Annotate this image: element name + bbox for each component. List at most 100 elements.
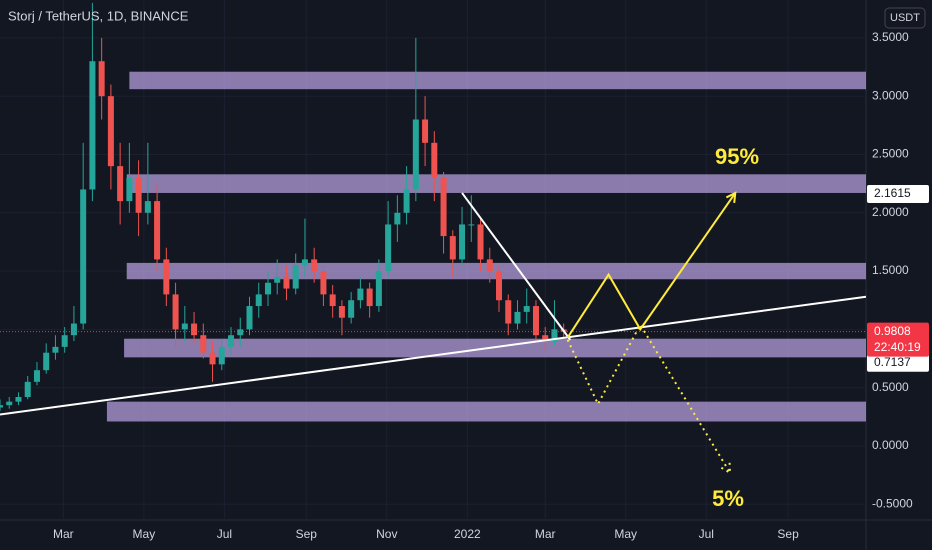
candle-body <box>532 306 539 336</box>
candle-body <box>486 259 493 272</box>
y-tick-label: 0.0000 <box>872 438 909 452</box>
candle-body <box>15 396 22 402</box>
candle-body <box>385 224 392 272</box>
candle-body <box>459 224 466 260</box>
countdown: 22:40:19 <box>874 340 921 354</box>
x-tick-label: May <box>614 527 637 541</box>
trend-line <box>461 192 572 341</box>
candle-body <box>218 346 225 365</box>
y-tick-label: 0.5000 <box>872 380 909 394</box>
candle-body <box>505 300 512 324</box>
high-label: 2.1615 <box>874 186 911 200</box>
candle-body <box>301 259 308 266</box>
low-label-box <box>867 353 929 372</box>
candle-body <box>200 335 207 353</box>
candle-body <box>228 335 235 347</box>
zone <box>106 401 867 422</box>
high-label-box <box>867 184 929 203</box>
candle-body <box>523 306 530 312</box>
candle-body <box>163 259 170 295</box>
y-tick-label: -0.5000 <box>872 496 913 510</box>
candle-body <box>264 282 271 295</box>
candle-body <box>0 405 4 408</box>
x-tick-label: Sep <box>296 527 318 541</box>
candle-body <box>551 329 558 342</box>
candle-body <box>43 352 50 371</box>
candle-body <box>255 294 262 307</box>
chart-title: Storj / TetherUS, 1D, BINANCE <box>8 8 189 23</box>
candle-body <box>191 323 198 336</box>
candle-body <box>209 352 216 365</box>
candle-body <box>117 166 124 202</box>
candle-body <box>181 323 188 330</box>
candle-body <box>357 288 364 301</box>
candle-body <box>366 288 373 307</box>
candle-body <box>144 201 151 213</box>
candle-body <box>542 335 549 342</box>
candle-body <box>440 177 447 237</box>
zone <box>126 174 867 193</box>
last-label: 0.9808 <box>874 324 911 338</box>
candle-body <box>422 119 429 143</box>
y-tick-label: 2.5000 <box>872 147 909 161</box>
trend-line <box>0 295 867 416</box>
x-tick-label: Jul <box>217 527 232 541</box>
annotation: 95% <box>715 144 759 169</box>
candle-body <box>329 294 336 307</box>
trend-line <box>566 192 737 339</box>
candle-body <box>375 271 382 307</box>
candle-body <box>338 306 345 318</box>
x-tick-label: Sep <box>777 527 799 541</box>
arrow-head <box>725 191 737 204</box>
zone <box>129 71 866 90</box>
candle-body <box>311 259 318 272</box>
candle-body <box>292 265 299 289</box>
candle-body <box>412 119 419 190</box>
candle-body <box>514 311 521 324</box>
candle-body <box>89 61 96 190</box>
currency-box <box>884 7 926 29</box>
candle-body <box>98 61 105 97</box>
candle-body <box>52 346 59 353</box>
x-tick-label: Jul <box>699 527 714 541</box>
y-tick-label: 1.5000 <box>872 263 909 277</box>
x-tick-label: 2022 <box>454 527 481 541</box>
candle-body <box>496 271 503 301</box>
low-label: 0.7137 <box>874 355 911 369</box>
candle-body <box>154 201 161 260</box>
x-tick-label: Mar <box>535 527 556 541</box>
candle-body <box>237 329 244 336</box>
annotation: 5% <box>712 486 744 511</box>
candle-body <box>126 177 133 202</box>
candle-body <box>274 276 281 283</box>
candle-body <box>449 236 456 260</box>
candle-body <box>70 323 77 336</box>
y-tick-label: 2.0000 <box>872 205 909 219</box>
trend-line <box>566 322 731 474</box>
candle-body <box>283 276 290 289</box>
candle-body <box>6 401 13 406</box>
candle-body <box>172 294 179 330</box>
candle-body <box>394 212 401 225</box>
candle-body <box>468 224 475 226</box>
x-tick-label: Mar <box>53 527 74 541</box>
candle-body <box>431 142 438 178</box>
y-tick-label: 3.5000 <box>872 30 909 44</box>
candle-body <box>477 224 484 260</box>
candle-body <box>107 96 114 167</box>
x-tick-label: Nov <box>376 527 397 541</box>
candle-body <box>348 300 355 318</box>
y-tick-label: 3.0000 <box>872 88 909 102</box>
candle-body <box>320 271 327 295</box>
candle-body <box>246 306 253 330</box>
candle-body <box>61 335 68 347</box>
last-label-box <box>867 322 929 357</box>
candle-body <box>403 189 410 213</box>
candle-body <box>33 370 40 382</box>
x-tick-label: May <box>133 527 156 541</box>
candle-body <box>80 189 87 324</box>
candle-body <box>24 381 31 397</box>
candle-body <box>135 177 142 213</box>
currency: USDT <box>890 12 920 24</box>
